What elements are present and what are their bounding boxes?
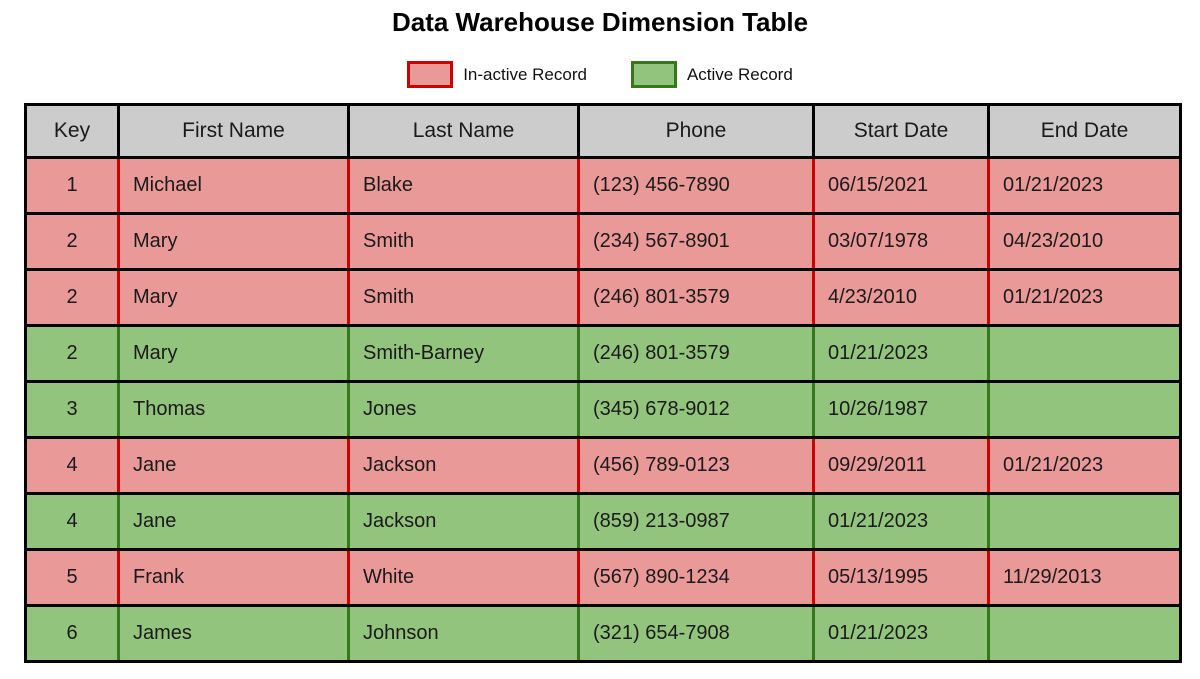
cell-phone: (567) 890-1234	[577, 548, 814, 607]
cell-start-date: 01/21/2023	[812, 604, 989, 663]
cell-key: 6	[25, 604, 119, 663]
cell-end-date	[987, 492, 1181, 551]
cell-end-date	[987, 324, 1181, 383]
cell-last-name: Jackson	[347, 436, 579, 495]
cell-last-name: Smith	[347, 268, 579, 327]
cell-end-date: 04/23/2010	[987, 212, 1181, 271]
table-row: 2 Mary Smith (234) 567-8901 03/07/1978 04/23/…	[25, 212, 1181, 271]
cell-last-name: Jackson	[347, 492, 579, 551]
cell-start-date: 09/29/2011	[812, 436, 989, 495]
cell-phone: (123) 456-7890	[577, 156, 814, 215]
cell-first-name: Mary	[117, 212, 349, 271]
cell-phone: (234) 567-8901	[577, 212, 814, 271]
cell-last-name: White	[347, 548, 579, 607]
cell-key: 2	[25, 212, 119, 271]
cell-start-date: 06/15/2021	[812, 156, 989, 215]
cell-phone: (321) 654-7908	[577, 604, 814, 663]
cell-end-date	[987, 380, 1181, 439]
cell-start-date: 4/23/2010	[812, 268, 989, 327]
cell-start-date: 01/21/2023	[812, 324, 989, 383]
column-header-start-date: Start Date	[812, 103, 990, 159]
page-title: Data Warehouse Dimension Table	[391, 7, 809, 37]
cell-first-name: Thomas	[117, 380, 349, 439]
cell-phone: (246) 801-3579	[577, 324, 814, 383]
cell-key: 2	[25, 268, 119, 327]
cell-start-date: 05/13/1995	[812, 548, 989, 607]
cell-first-name: Frank	[117, 548, 349, 607]
cell-first-name: Michael	[117, 156, 349, 215]
table-row: 2 Mary Smith-Barney (246) 801-3579 01/21/202…	[25, 324, 1181, 383]
legend-swatch-inactive	[407, 61, 454, 88]
cell-first-name: James	[117, 604, 349, 663]
table-row: 2 Mary Smith (246) 801-3579 4/23/2010 01/21/2…	[25, 268, 1181, 327]
cell-key: 3	[25, 380, 119, 439]
legend-label-active: Active Record	[686, 64, 793, 84]
cell-phone: (345) 678-9012	[577, 380, 814, 439]
table-row: 4 Jane Jackson (859) 213-0987 01/21/2023	[25, 492, 1181, 551]
cell-key: 5	[25, 548, 119, 607]
cell-last-name: Johnson	[347, 604, 579, 663]
legend: In-active Record Active Record	[0, 58, 1200, 91]
legend-item-active: Active Record	[630, 61, 793, 88]
dimension-table: Key First Name Last Name Phone Start Date End…	[24, 103, 1182, 663]
cell-last-name: Blake	[347, 156, 579, 215]
cell-start-date: 03/07/1978	[812, 212, 989, 271]
cell-phone: (859) 213-0987	[577, 492, 814, 551]
cell-start-date: 10/26/1987	[812, 380, 989, 439]
header-row: Key First Name Last Name Phone Start Date End…	[24, 103, 1182, 159]
cell-last-name: Jones	[347, 380, 579, 439]
cell-first-name: Jane	[117, 436, 349, 495]
cell-end-date: 01/21/2023	[987, 156, 1181, 215]
cell-first-name: Mary	[117, 324, 349, 383]
cell-phone: (456) 789-0123	[577, 436, 814, 495]
cell-last-name: Smith	[347, 212, 579, 271]
cell-first-name: Jane	[117, 492, 349, 551]
table-row: 5 Frank White (567) 890-1234 05/13/1995 11/29…	[25, 548, 1181, 607]
cell-end-date: 01/21/2023	[987, 268, 1181, 327]
table-row: 3 Thomas Jones (345) 678-9012 10/26/1987	[25, 380, 1181, 439]
column-header-end-date: End Date	[987, 103, 1182, 159]
cell-phone: (246) 801-3579	[577, 268, 814, 327]
cell-end-date: 01/21/2023	[987, 436, 1181, 495]
cell-key: 4	[25, 436, 119, 495]
cell-key: 4	[25, 492, 119, 551]
figure: Data Warehouse Dimension Table In-active…	[0, 6, 1200, 663]
cell-last-name: Smith-Barney	[347, 324, 579, 383]
column-header-first-name: First Name	[117, 103, 350, 159]
cell-key: 2	[25, 324, 119, 383]
table-row: 1 Michael Blake (123) 456-7890 06/15/2021 01/…	[25, 156, 1181, 215]
legend-swatch-active	[630, 61, 677, 88]
column-header-last-name: Last Name	[347, 103, 580, 159]
cell-first-name: Mary	[117, 268, 349, 327]
cell-end-date	[987, 604, 1181, 663]
cell-key: 1	[25, 156, 119, 215]
cell-end-date: 11/29/2013	[987, 548, 1181, 607]
table-body: 1 Michael Blake (123) 456-7890 06/15/2021 01/…	[25, 156, 1181, 663]
table-row: 4 Jane Jackson (456) 789-0123 09/29/2011 01/2…	[25, 436, 1181, 495]
legend-item-inactive: In-active Record	[407, 61, 587, 88]
legend-label-inactive: In-active Record	[463, 64, 587, 84]
cell-start-date: 01/21/2023	[812, 492, 989, 551]
column-header-key: Key	[24, 103, 120, 159]
table-row: 6 James Johnson (321) 654-7908 01/21/2023	[25, 604, 1181, 663]
column-header-phone: Phone	[577, 103, 815, 159]
